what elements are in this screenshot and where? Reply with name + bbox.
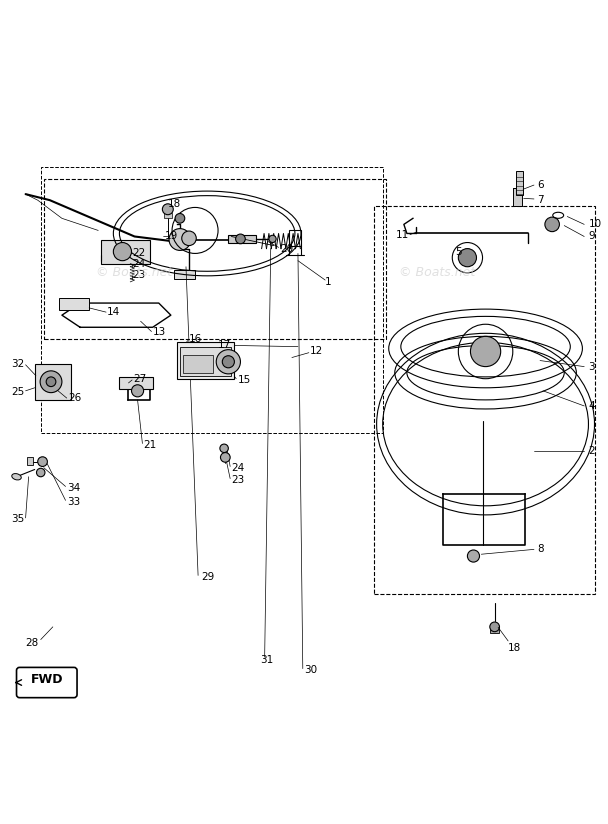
Circle shape [223, 356, 235, 368]
Bar [373, 206, 595, 593]
Text: 22: 22 [133, 248, 146, 258]
Bar [102, 240, 150, 264]
Circle shape [113, 242, 131, 260]
Text: 13: 13 [153, 326, 166, 336]
Circle shape [182, 231, 196, 246]
Text: 24: 24 [133, 260, 146, 269]
Bar [516, 171, 523, 195]
Circle shape [269, 236, 276, 242]
Text: 28: 28 [26, 639, 39, 648]
Circle shape [46, 377, 56, 386]
Bar [183, 354, 213, 372]
Bar [164, 213, 172, 218]
Circle shape [471, 336, 501, 367]
Text: 24: 24 [232, 463, 244, 473]
Text: 5: 5 [455, 246, 461, 256]
Circle shape [458, 249, 477, 267]
Text: 30: 30 [304, 666, 317, 676]
Text: 23: 23 [133, 270, 146, 280]
Text: 1: 1 [325, 277, 332, 287]
Bar [289, 231, 301, 246]
Text: 10: 10 [589, 219, 601, 229]
Circle shape [131, 385, 143, 397]
Bar [174, 269, 195, 279]
Text: 4: 4 [589, 401, 595, 411]
Text: 19: 19 [165, 232, 178, 241]
Text: 27: 27 [133, 374, 147, 384]
Ellipse shape [12, 474, 21, 480]
Text: 9: 9 [589, 232, 595, 241]
Bar [59, 298, 89, 311]
Text: 8: 8 [537, 545, 544, 555]
Circle shape [169, 228, 191, 250]
Text: 25: 25 [11, 387, 24, 397]
Text: 32: 32 [11, 358, 24, 368]
Bar [27, 456, 33, 466]
Circle shape [468, 550, 480, 562]
Bar [229, 236, 255, 242]
Text: 26: 26 [68, 393, 81, 403]
Text: 12: 12 [310, 346, 323, 357]
Bar [491, 627, 499, 633]
Bar [177, 343, 235, 379]
Circle shape [236, 234, 245, 244]
Bar [513, 188, 522, 206]
Text: 20: 20 [280, 244, 293, 254]
Text: 3: 3 [589, 362, 595, 372]
Text: 18: 18 [168, 199, 181, 209]
Text: FWD: FWD [30, 673, 63, 686]
Circle shape [220, 444, 229, 452]
Circle shape [490, 622, 500, 632]
Circle shape [36, 468, 45, 477]
Bar [41, 167, 382, 433]
Text: 31: 31 [260, 655, 274, 665]
Text: 11: 11 [395, 230, 409, 240]
Text: 15: 15 [238, 375, 250, 385]
Text: 35: 35 [11, 514, 24, 524]
Text: 7: 7 [537, 195, 544, 205]
Circle shape [545, 217, 559, 232]
Bar [35, 363, 71, 400]
Text: © Boats.net: © Boats.net [399, 266, 475, 279]
Text: 14: 14 [107, 307, 120, 317]
Text: 18: 18 [508, 643, 521, 653]
Text: 23: 23 [232, 475, 244, 485]
Text: 34: 34 [67, 483, 80, 493]
Text: 21: 21 [143, 440, 157, 450]
FancyBboxPatch shape [16, 667, 77, 698]
Circle shape [40, 371, 62, 392]
Circle shape [216, 349, 240, 374]
Bar [180, 347, 232, 376]
Circle shape [221, 452, 230, 462]
Text: 33: 33 [67, 497, 80, 507]
Bar [119, 377, 153, 389]
Circle shape [162, 204, 173, 215]
Text: 17: 17 [218, 340, 232, 350]
Text: © Boats.net: © Boats.net [97, 266, 173, 279]
Circle shape [175, 213, 185, 223]
Circle shape [38, 456, 47, 466]
Text: 16: 16 [189, 335, 202, 344]
Bar [44, 179, 385, 339]
Text: 6: 6 [537, 180, 544, 190]
Text: 29: 29 [201, 572, 215, 582]
Text: 2: 2 [589, 447, 595, 456]
